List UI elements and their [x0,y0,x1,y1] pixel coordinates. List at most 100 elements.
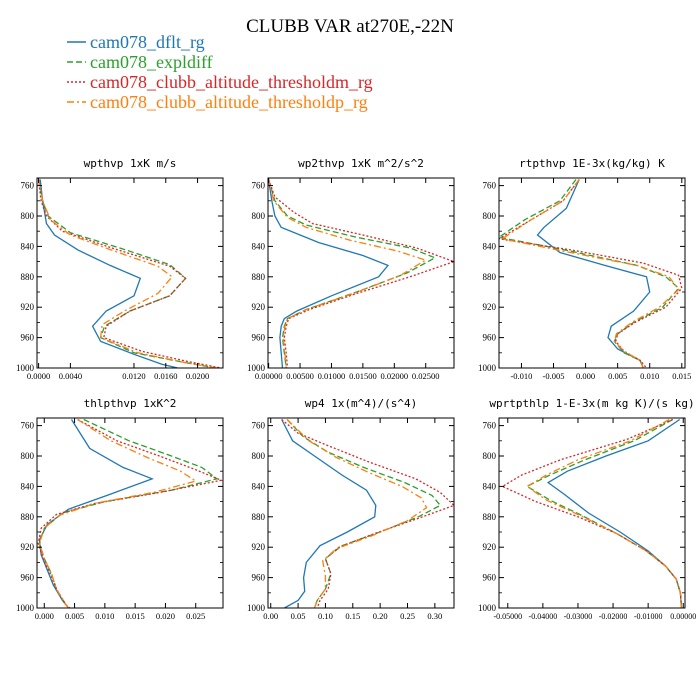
y-tick-label: 920 [252,542,266,552]
legend-label: cam078_clubb_altitude_thresholdp_rg [90,92,368,112]
y-tick-label: 880 [483,272,497,282]
y-tick-label: 800 [21,211,35,221]
y-tick-label: 760 [252,181,266,191]
x-tick-label: 0.0200 [186,371,209,381]
panel-title: rtpthvp 1E-3x(kg/kg) K [519,157,665,170]
y-tick-label: 1000 [247,603,266,613]
y-tick-label: 920 [252,302,266,312]
x-tick-label: 0.000 [576,371,595,381]
series-line [268,179,428,368]
y-tick-label: 920 [483,542,497,552]
x-tick-label: 0.025 [186,611,205,621]
y-tick-label: 840 [483,241,497,251]
series-line [37,418,223,608]
x-tick-label: 0.005 [65,611,84,621]
x-tick-label: 0.15 [345,611,360,621]
x-tick-label: 0.01000 [318,371,346,381]
series-line [268,179,454,368]
x-tick-label: 0.0120 [122,371,145,381]
panel-2: wp2thvp 1xK m^2/s^2 760 800 840 880 920 960 100… [247,157,455,381]
panel-title: wprtpthlp 1-E-3x(m kg K)/(s kg) [489,397,694,410]
x-tick-label: -0.02000 [599,612,628,621]
series-line [501,418,683,608]
series-line [286,419,428,608]
series-line [268,179,390,368]
series-line [286,419,442,608]
y-tick-label: 800 [21,451,35,461]
x-tick-label: 0.010 [95,611,114,621]
panel-title: thlpthvp 1xK^2 [84,397,177,410]
y-tick-label: 960 [483,333,497,343]
x-tick-label: 0.02000 [380,371,408,381]
x-tick-label: -0.005 [543,371,565,381]
y-tick-label: 840 [21,241,35,251]
x-tick-label: -0.05000 [493,612,522,621]
y-tick-label: 920 [21,542,35,552]
y-tick-label: 840 [483,481,497,491]
series-line [499,179,683,368]
panels: wpthvp 1xK m/s76080084088092096010000.00… [16,157,696,621]
y-tick-label: 800 [252,211,266,221]
y-tick-label: 1000 [16,603,35,613]
x-tick-label: 0.005 [608,371,627,381]
y-tick-label: 840 [21,481,35,491]
x-tick-label: 0.020 [156,611,175,621]
x-tick-label: 0.00000 [670,612,696,621]
series-line [525,418,683,608]
x-tick-label: -0.03000 [564,612,593,621]
x-tick-label: 0.015 [126,611,145,621]
panel-frame [36,417,224,609]
y-tick-label: 800 [483,211,497,221]
series-line [38,418,198,608]
panel-frame [498,417,686,609]
y-tick-label: 1000 [478,363,497,373]
x-tick-label: 0.30 [427,611,442,621]
panel-4: thlpthvp 1xK^2 760 800 840 880 920 960 1000 0.00… [16,397,224,621]
x-tick-label: 0.010 [640,371,659,381]
y-tick-label: 760 [21,421,35,431]
legend-entry: cam078_clubb_altitude_thresholdp_rg [67,92,368,112]
legend-label: cam078_dflt_rg [90,32,205,52]
panel-title: wp4 1x(m^4)/(s^4) [305,397,418,410]
y-tick-label: 880 [21,512,35,522]
y-tick-label: 800 [483,451,497,461]
y-tick-label: 960 [21,573,35,583]
figure-title: CLUBB VAR at270E,-22N [246,16,454,37]
y-tick-label: 920 [483,302,497,312]
series-line [281,419,377,608]
series-line [268,179,437,368]
x-tick-label: 0.10 [318,611,333,621]
panel-frame [498,177,686,369]
series-line [281,419,454,608]
y-tick-label: 760 [252,421,266,431]
panel-frame [267,417,455,609]
legend-entry: cam078_clubb_altitude_thresholdm_rg [67,72,373,92]
y-tick-label: 760 [483,421,497,431]
x-tick-label: 0.20 [373,611,388,621]
x-tick-label: 0.00 [263,611,278,621]
series-line [37,179,218,368]
panel-frame [267,177,455,369]
x-tick-label: 0.05 [291,611,306,621]
series-line [37,179,216,368]
x-tick-label: 0.00500 [286,371,314,381]
series-line [500,179,680,368]
series-line [38,418,219,608]
y-tick-label: 920 [21,302,35,312]
x-tick-label: 0.02500 [412,371,440,381]
x-tick-label: 0.015 [672,371,691,381]
x-tick-label: -0.04000 [529,612,558,621]
y-tick-label: 960 [252,573,266,583]
x-tick-label: 0.0040 [59,371,82,381]
x-tick-label: 0.01500 [349,371,377,381]
y-tick-label: 880 [483,512,497,522]
panel-1: wpthvp 1xK m/s76080084088092096010000.00… [16,157,224,381]
y-tick-label: 1000 [16,363,35,373]
panel-title: wp2thvp 1xK m^2/s^2 [298,157,424,170]
x-tick-label: 0.00000 [255,371,283,381]
x-tick-label: -0.01000 [634,612,663,621]
y-tick-label: 1000 [247,363,266,373]
y-tick-label: 960 [252,333,266,343]
series-line [499,179,680,368]
